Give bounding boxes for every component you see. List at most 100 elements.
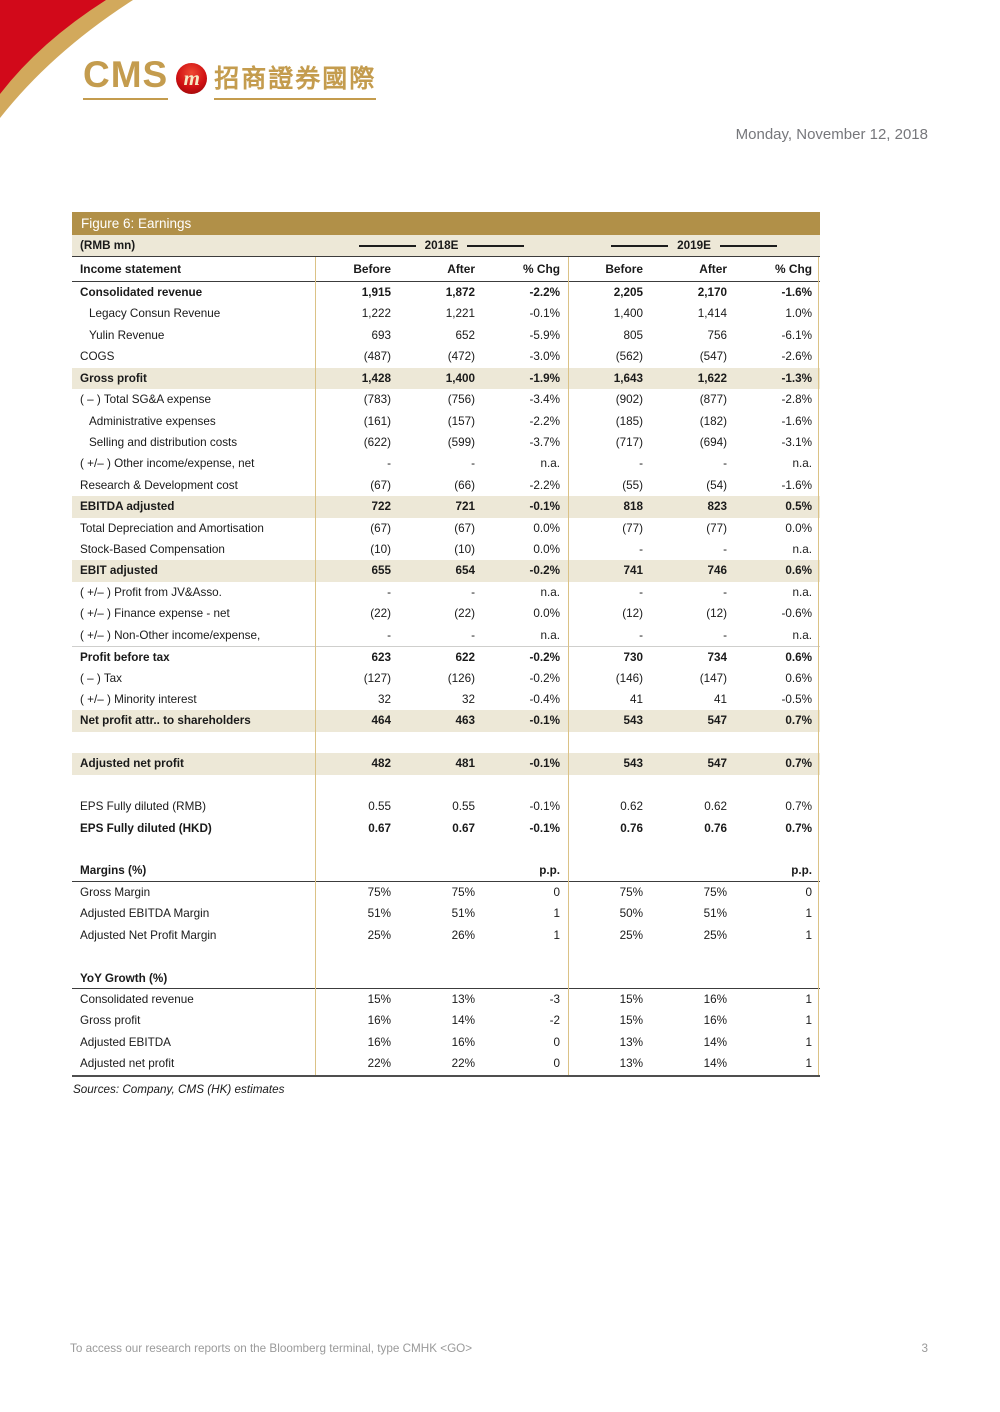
row-label: ( – ) Total SG&A expense (80, 393, 212, 407)
row-value: -1.9% (529, 371, 560, 385)
row-label: ( +/– ) Finance expense - net (80, 607, 230, 621)
row-value: 16% (367, 1014, 391, 1028)
row-value: 0.62 (704, 800, 727, 814)
row-value: 818 (623, 500, 643, 514)
row-value: (694) (699, 435, 727, 449)
row-value (315, 839, 399, 860)
row-value: -0.5% (781, 693, 812, 707)
row-value: (161) (363, 414, 391, 428)
row-value: 41 (713, 693, 727, 707)
table-row: Profit before tax 623 622 -0.2% 730 734 … (72, 646, 820, 668)
row-value (568, 775, 651, 796)
row-value: -2.2% (529, 478, 560, 492)
row-value: 0.7% (785, 821, 812, 835)
row-value: n.a. (540, 585, 561, 599)
row-value (735, 732, 820, 753)
row-value: 0.76 (704, 821, 727, 835)
row-value (399, 946, 483, 967)
row-value: 25% (619, 928, 643, 942)
row-label (72, 732, 315, 753)
row-label: EPS Fully diluted (HKD) (80, 821, 212, 835)
row-value: (599) (447, 435, 475, 449)
row-value: 0.0% (533, 543, 560, 557)
row-value (651, 968, 735, 988)
group-header-row: (RMB mn) 2018E 2019E (72, 235, 820, 257)
row-value (399, 839, 483, 860)
row-value: 1,222 (361, 307, 391, 321)
corner-swoosh-graphic (0, 0, 133, 118)
row-value: 730 (623, 651, 643, 665)
row-value: -2 (549, 1014, 560, 1028)
row-value: 481 (455, 757, 475, 771)
table-row: Stock-Based Compensation (10) (10) 0.0% … (72, 539, 820, 561)
row-value: (12) (622, 607, 643, 621)
table-row: ( – ) Tax (127) (126) -0.2% (146) (147) … (72, 667, 820, 690)
row-value: 26% (451, 928, 475, 942)
row-value (568, 860, 651, 880)
row-value: - (723, 543, 727, 557)
footer-note: To access our research reports on the Bl… (70, 1342, 473, 1355)
row-label: Profit before tax (80, 651, 170, 665)
row-value: (54) (706, 478, 727, 492)
row-value: 14% (703, 1035, 727, 1049)
row-value: -3.0% (529, 350, 560, 364)
row-value: 1 (553, 907, 560, 921)
row-value: - (471, 585, 475, 599)
row-value: (877) (699, 393, 727, 407)
row-value: (147) (699, 671, 727, 685)
row-value: -0.6% (781, 607, 812, 621)
group-header-2019e: 2019E (568, 235, 820, 256)
row-value: 1,400 (445, 371, 475, 385)
row-value: 746 (707, 564, 727, 578)
row-value: - (387, 628, 391, 642)
page-number: 3 (921, 1342, 928, 1355)
row-value: 2,205 (613, 286, 643, 299)
row-value: -0.1% (529, 821, 560, 835)
report-date: Monday, November 12, 2018 (735, 126, 928, 143)
table-row: ( – ) Total SG&A expense (783) (756) -3.… (72, 389, 820, 411)
row-value (651, 860, 735, 880)
table-row: Consolidated revenue 15% 13% -3 15% 16% … (72, 988, 820, 1011)
row-value (483, 946, 568, 967)
row-value: 654 (455, 564, 475, 578)
row-value: 16% (451, 1035, 475, 1049)
row-value: (67) (454, 521, 475, 535)
unit-label: (RMB mn) (80, 239, 136, 252)
row-label: Margins (%) (80, 864, 147, 878)
row-value: 543 (623, 714, 643, 728)
row-value: -0.1% (529, 307, 560, 321)
row-value: (157) (447, 414, 475, 428)
row-value: -2.2% (529, 414, 560, 428)
row-label: Adjusted net profit (80, 1057, 175, 1071)
dash-line (467, 244, 525, 247)
row-value: - (471, 628, 475, 642)
row-value: (185) (615, 414, 643, 428)
cms-logo: CMS m 招商證券國際 (83, 56, 377, 100)
row-value: 1,428 (361, 371, 391, 385)
table-row: ( +/– ) Non-Other income/expense, - - n.… (72, 624, 820, 647)
row-value: - (387, 585, 391, 599)
row-value (399, 775, 483, 796)
row-label: ( +/– ) Other income/expense, net (80, 457, 255, 471)
row-value: 1,414 (697, 307, 727, 321)
dash-line (719, 244, 777, 247)
row-value: 623 (371, 651, 391, 665)
row-value: -0.1% (529, 714, 560, 728)
row-value (735, 968, 820, 988)
row-value (651, 775, 735, 796)
table-row: EBITDA adjusted 722 721 -0.1% 818 823 0.… (72, 496, 820, 518)
row-label: Adjusted EBITDA Margin (80, 907, 210, 921)
row-value: 25% (703, 928, 727, 942)
row-label: ( +/– ) Minority interest (80, 693, 197, 707)
row-value: -0.2% (529, 671, 560, 685)
row-value (651, 946, 735, 967)
row-value: -3.7% (529, 435, 560, 449)
row-value: n.a. (792, 543, 813, 557)
row-value: (127) (363, 671, 391, 685)
table-row: Selling and distribution costs (622) (59… (72, 431, 820, 454)
figure-title: Figure 6: Earnings (72, 212, 820, 235)
row-label (72, 775, 315, 796)
row-value: 1,221 (445, 307, 475, 321)
row-value: 1 (553, 928, 560, 942)
row-label: YoY Growth (%) (80, 971, 168, 985)
